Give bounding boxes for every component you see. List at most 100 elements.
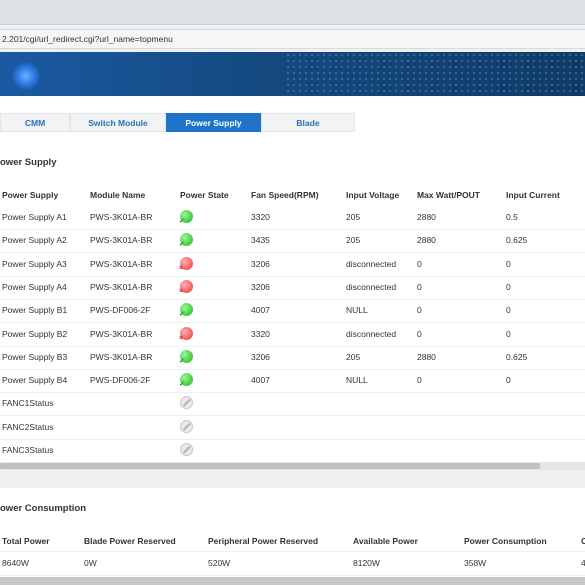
power-supply-title: ower Supply (0, 157, 57, 168)
tab-power-supply[interactable]: Power Supply (166, 113, 261, 132)
power-supply-name: Power Supply A3 (2, 258, 67, 269)
col-header-power-consumption: Power Consumption (464, 536, 547, 546)
power-off-icon: × (179, 326, 193, 342)
input-current: 0 (506, 281, 511, 292)
max-watt: 2880 (417, 351, 436, 362)
module-name: PWS-DF006-2F (90, 305, 151, 316)
input-voltage: disconnected (346, 281, 397, 292)
module-name: PWS-3K01A-BR (90, 235, 153, 246)
max-watt: 0 (417, 258, 422, 269)
header-banner (0, 52, 585, 96)
horizontal-scrollbar[interactable] (0, 462, 585, 470)
col-header-available-power: Available Power (353, 536, 418, 546)
url-text[interactable]: 2.201/cgi/url_redirect.cgi?url_name=topm… (2, 34, 173, 44)
table-row: Power Supply A1 PWS-3K01A-BR 3320 205 2880 0.… (0, 206, 585, 230)
truncated-value: 4 (581, 558, 585, 568)
col-header-fan-speed: Fan Speed(RPM) (251, 190, 319, 200)
table-row: Power Supply B3 PWS-3K01A-BR 3206 205 2880 0.… (0, 346, 585, 370)
input-current: 0.625 (506, 351, 528, 362)
table-row: Power Supply B2 PWS-3K01A-BR 3320 disconnec… (0, 323, 585, 347)
input-voltage: 205 (346, 351, 361, 362)
power-consumption-row: 8640W 0W 520W 8120W 358W 4 (0, 551, 585, 576)
not-available-icon (180, 443, 193, 456)
module-name: PWS-3K01A-BR (90, 281, 153, 292)
check-mark-icon: ✓ (179, 311, 185, 319)
power-supply-name: Power Supply B1 (2, 305, 68, 316)
col-header-blade-power-reserved: Blade Power Reserved (84, 536, 176, 546)
power-supply-name: FANC1Status (2, 398, 54, 409)
power-supply-name: Power Supply B3 (2, 351, 68, 362)
col-header-power-state: Power State (180, 190, 229, 200)
power-supply-name: FANC3Status (2, 445, 54, 455)
power-supply-name: Power Supply B2 (2, 328, 68, 339)
input-current: 0 (506, 328, 511, 339)
col-header-total-power: Total Power (2, 536, 50, 546)
fan-speed: 4007 (251, 375, 270, 386)
table-row: Power Supply B1 PWS-DF006-2F 4007 NULL 0 0 ✓ (0, 299, 585, 324)
input-voltage: disconnected (346, 258, 397, 269)
col-header-module-name: Module Name (90, 190, 146, 200)
module-name: PWS-3K01A-BR (90, 212, 153, 222)
col-header-peripheral-power-reserved: Peripheral Power Reserved (208, 536, 319, 546)
cross-mark-icon: × (179, 264, 184, 272)
available-power-value: 8120W (353, 558, 380, 568)
not-available-icon (180, 396, 193, 410)
input-voltage: NULL (346, 305, 368, 316)
input-voltage: 205 (346, 235, 361, 246)
power-supply-name: Power Supply A4 (2, 281, 67, 292)
fan-speed: 3435 (251, 235, 270, 246)
max-watt: 0 (417, 305, 422, 316)
fan-speed: 3206 (251, 351, 270, 362)
power-off-icon: × (179, 256, 193, 272)
table-row: FANC2Status (0, 416, 585, 440)
input-current: 0 (506, 258, 511, 269)
fan-speed: 4007 (251, 305, 270, 316)
input-voltage: NULL (346, 375, 368, 386)
fan-speed: 3320 (251, 328, 270, 339)
cross-mark-icon: × (179, 287, 184, 295)
power-supply-name: Power Supply A1 (2, 212, 67, 222)
module-name: PWS-3K01A-BR (90, 351, 153, 362)
tab-cmm[interactable]: CMM (0, 113, 70, 132)
address-bar[interactable]: 2.201/cgi/url_redirect.cgi?url_name=topm… (0, 29, 585, 49)
power-supply-name: FANC2Status (2, 421, 54, 432)
bottom-scrollbar[interactable] (0, 577, 585, 585)
power-on-icon: ✓ (179, 373, 193, 389)
power-off-icon: × (179, 279, 193, 295)
banner-pattern (285, 52, 585, 96)
table-row: Power Supply A4 PWS-3K01A-BR 3206 disconnec… (0, 276, 585, 300)
table-row: FANC1Status (0, 392, 585, 417)
table-row: Power Supply A3 PWS-3K01A-BR 3206 disconnec… (0, 253, 585, 277)
power-supply-panel: ower Supply Power Supply Module Name Pow… (0, 142, 585, 463)
col-header-input-current: Input Current (506, 190, 560, 200)
col-header-power-supply: Power Supply (2, 190, 59, 200)
max-watt: 0 (417, 281, 422, 292)
max-watt: 2880 (417, 212, 436, 222)
power-supply-name: Power Supply A2 (2, 235, 67, 246)
fan-speed: 3206 (251, 258, 270, 269)
power-on-icon: ✓ (179, 349, 193, 365)
input-voltage: disconnected (346, 328, 397, 339)
input-current: 0 (506, 305, 511, 316)
peripheral-power-reserved-value: 520W (208, 558, 231, 568)
power-on-icon: ✓ (179, 210, 193, 225)
check-mark-icon: ✓ (179, 381, 185, 389)
scrollbar-thumb[interactable] (0, 463, 540, 469)
tab-switch-module[interactable]: Switch Module (70, 113, 166, 132)
fan-speed: 3320 (251, 212, 270, 222)
input-current: 0.5 (506, 212, 518, 222)
table-row: Power Supply A2 PWS-3K01A-BR 3435 205 2880 0.… (0, 229, 585, 254)
max-watt: 0 (417, 375, 422, 386)
total-power-value: 8640W (2, 558, 29, 568)
power-on-icon: ✓ (179, 233, 193, 249)
check-mark-icon: ✓ (179, 241, 185, 249)
not-available-icon (180, 419, 193, 433)
fan-speed: 3206 (251, 281, 270, 292)
power-supply-name: Power Supply B4 (2, 375, 68, 386)
col-header-truncated: C (581, 536, 585, 546)
module-name: PWS-3K01A-BR (90, 328, 153, 339)
tab-blade[interactable]: Blade (261, 113, 355, 132)
power-consumption-value: 358W (464, 558, 487, 568)
input-current: 0 (506, 375, 511, 386)
browser-tab-strip (0, 0, 585, 25)
